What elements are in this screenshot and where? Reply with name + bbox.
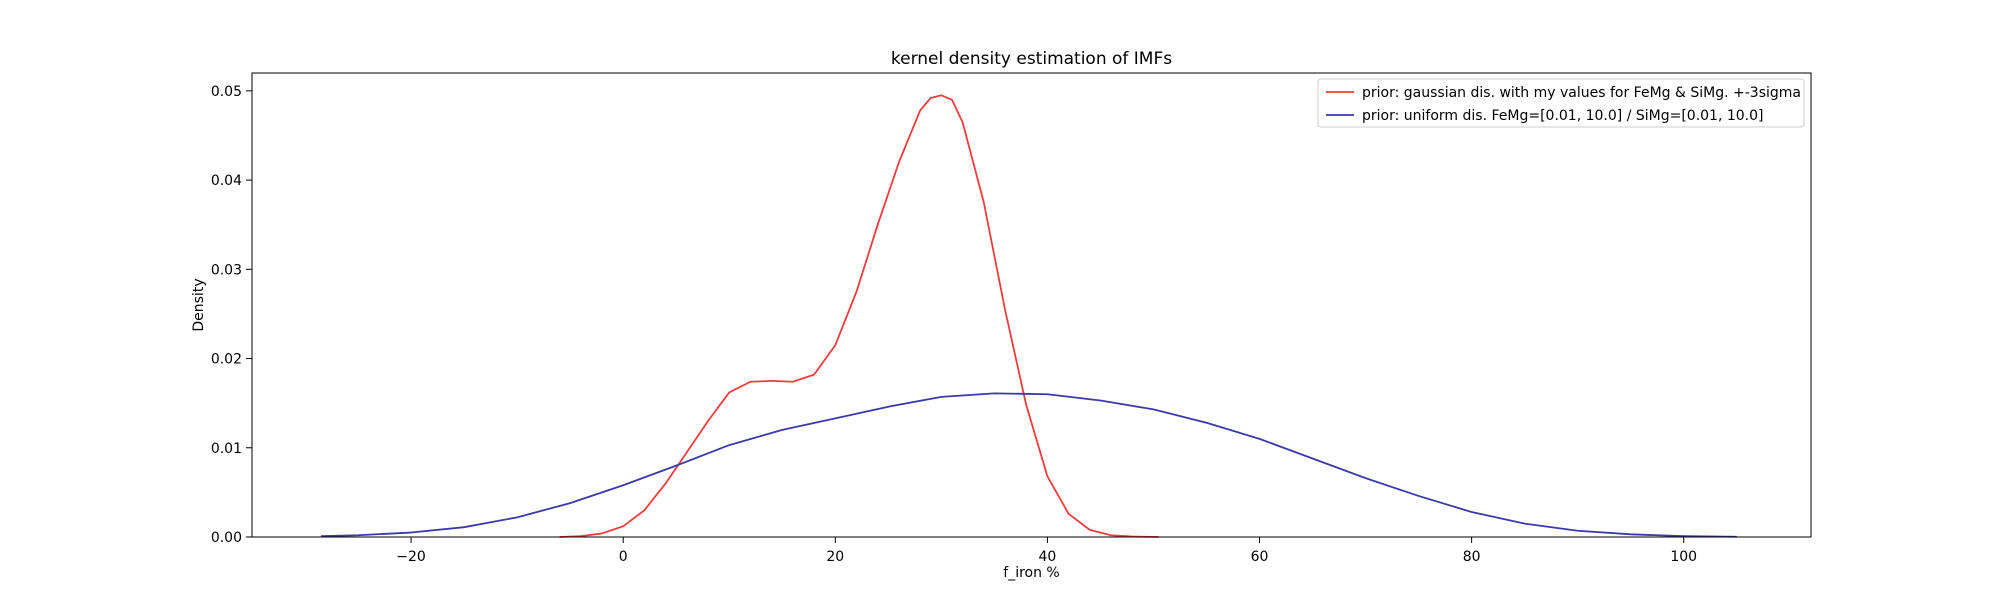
x-axis-label: f_iron % <box>1003 565 1059 581</box>
y-tick-label: 0.02 <box>211 352 242 368</box>
x-tick-label: 60 <box>1251 549 1269 565</box>
y-tick-label: 0.05 <box>211 84 242 100</box>
legend-entry-1: prior: uniform dis. FeMg=[0.01, 10.0] / … <box>1362 108 1764 124</box>
axes-frame <box>251 72 1812 538</box>
legend: prior: gaussian dis. with my values for … <box>1317 78 1805 128</box>
series-line-1 <box>320 392 1737 538</box>
series-line-0 <box>559 94 1159 538</box>
y-tick-label: 0.00 <box>211 530 242 546</box>
x-tick-label: 100 <box>1670 549 1697 565</box>
y-tick-label: 0.01 <box>211 441 242 457</box>
legend-box <box>1317 78 1805 128</box>
plot-area: −20 0 20 40 60 80 100 0.00 0.01 0.02 0.03 0.04 0.05 <box>211 72 1812 565</box>
y-tick-label: 0.04 <box>211 173 242 189</box>
x-tick-label: −20 <box>396 549 426 565</box>
x-tick-label: 80 <box>1463 549 1481 565</box>
x-tick-label: 40 <box>1038 549 1056 565</box>
chart-title: kernel density estimation of IMFs <box>891 49 1172 69</box>
x-tick-label: 0 <box>619 549 628 565</box>
y-tick-label: 0.03 <box>211 262 242 278</box>
legend-entry-0: prior: gaussian dis. with my values for … <box>1362 85 1801 101</box>
x-tick-label: 20 <box>826 549 844 565</box>
y-axis-label: Density <box>191 278 207 331</box>
